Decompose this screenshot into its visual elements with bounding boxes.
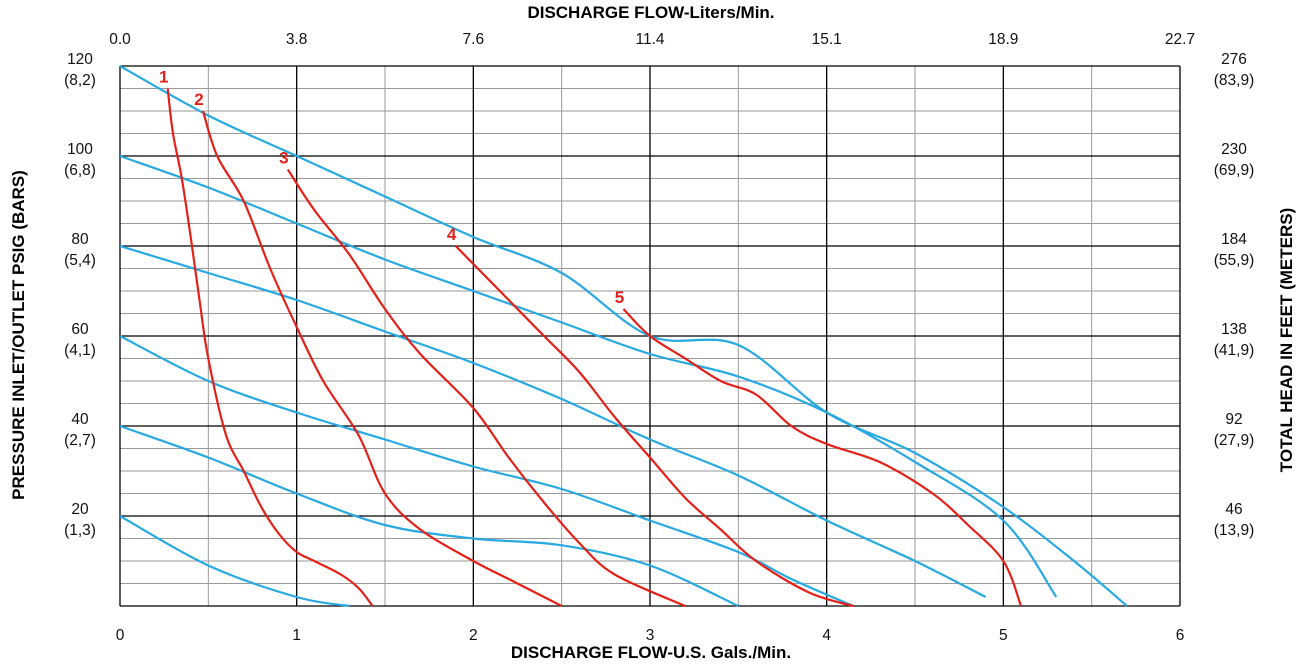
air-consumption-curve-label-4: 4 <box>447 225 457 244</box>
x-tick-label: 3 <box>646 627 655 644</box>
air-consumption-curve-3 <box>286 168 686 608</box>
x-axis-title: DISCHARGE FLOW-U.S. Gals./Min. <box>511 643 791 662</box>
air-pressure-curve-4 <box>119 244 987 598</box>
x2-tick-label: 7.6 <box>463 31 485 48</box>
y2-tick-label-feet: 138 <box>1221 321 1247 338</box>
air-consumption-curve-5 <box>622 308 1023 607</box>
x2-tick-label: 11.4 <box>635 31 664 48</box>
x-tick-label: 6 <box>1176 627 1185 644</box>
y-tick-label-psi: 80 <box>71 231 89 248</box>
x2-tick-label: 22.7 <box>1165 31 1195 48</box>
y-tick-label-psi: 100 <box>67 141 93 158</box>
y2-tick-label-feet: 230 <box>1221 141 1247 158</box>
y2-tick-label-feet: 184 <box>1221 231 1247 248</box>
x-tick-label: 5 <box>999 627 1008 644</box>
air-consumption-curve-4 <box>454 245 854 608</box>
y-tick-label-psi: 120 <box>67 51 93 68</box>
air-consumption-curve-2 <box>201 110 563 607</box>
y-tick-label-bar: (1,3) <box>64 522 96 539</box>
y-axis-title: PRESSURE INLET/OUTLET PSIG (BARS) <box>9 170 28 500</box>
y2-tick-label-meters: (13,9) <box>1214 522 1255 539</box>
y2-tick-label-meters: (55,9) <box>1214 252 1255 269</box>
air-consumption-curve-label-3: 3 <box>279 149 288 168</box>
air-pressure-curve-5 <box>119 154 1058 598</box>
air-consumption-curves <box>166 88 1023 608</box>
air-consumption-curve-1 <box>166 88 374 607</box>
x2-tick-label: 3.8 <box>286 31 308 48</box>
air-pressure-curve-1 <box>119 515 350 608</box>
x2-tick-label: 0.0 <box>109 31 131 48</box>
air-consumption-curve-label-1: 1 <box>159 68 168 87</box>
x2-tick-label: 15.1 <box>812 31 842 48</box>
y2-tick-label-meters: (83,9) <box>1214 72 1255 89</box>
y-tick-label-bar: (2,7) <box>64 432 96 449</box>
y-tick-label-psi: 20 <box>71 501 89 518</box>
x2-axis-title: DISCHARGE FLOW-Liters/Min. <box>527 3 774 22</box>
y-tick-label-psi: 60 <box>71 321 89 338</box>
air-consumption-curve-label-5: 5 <box>615 288 624 307</box>
curve-labels: 1 2 3 4 5 <box>159 68 624 308</box>
y2-tick-label-meters: (41,9) <box>1214 342 1255 359</box>
y2-axis-title: TOTAL HEAD IN FEET (METERS) <box>1277 208 1296 472</box>
x-tick-label: 2 <box>469 627 478 644</box>
tick-labels: 0 1 2 3 4 5 60.0 3.8 7.6 11.4 15.1 18.9 22.7120(8,2)… <box>64 31 1254 644</box>
y-tick-label-bar: (5,4) <box>64 252 96 269</box>
air-consumption-curve-label-2: 2 <box>194 90 203 109</box>
x-tick-label: 4 <box>822 627 831 644</box>
x2-tick-label: 18.9 <box>988 31 1018 48</box>
air-pressure-curve-2 <box>119 424 739 608</box>
y2-tick-label-meters: (69,9) <box>1214 162 1255 179</box>
y-tick-label-bar: (4,1) <box>64 342 96 359</box>
y2-tick-label-feet: 46 <box>1225 501 1242 518</box>
x-tick-label: 0 <box>116 627 125 644</box>
x-tick-label: 1 <box>292 627 301 644</box>
y-tick-label-bar: (8,2) <box>64 72 96 89</box>
y-tick-label-bar: (6,8) <box>64 162 96 179</box>
y2-tick-label-feet: 92 <box>1225 411 1242 428</box>
y2-tick-label-feet: 276 <box>1221 51 1247 68</box>
y-tick-label-psi: 40 <box>71 411 89 428</box>
y2-tick-label-meters: (27,9) <box>1214 432 1255 449</box>
